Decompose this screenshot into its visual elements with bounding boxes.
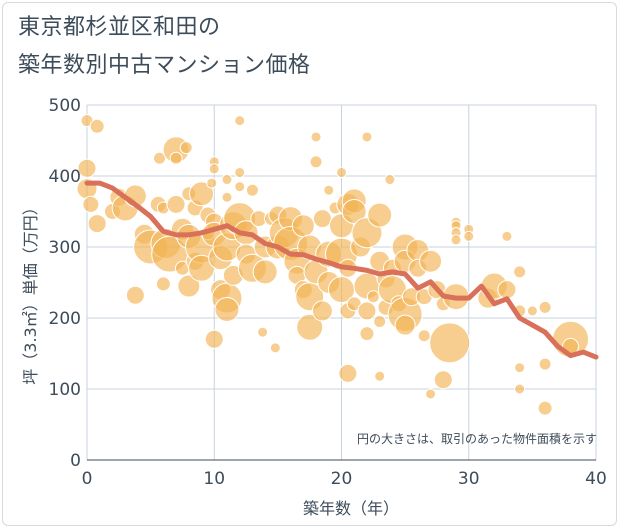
y-tick-label: 400 xyxy=(49,167,81,187)
data-bubble xyxy=(419,249,443,273)
data-bubble xyxy=(450,234,462,246)
data-bubble xyxy=(373,315,387,329)
data-bubble xyxy=(501,230,513,242)
data-bubble xyxy=(394,314,416,336)
data-bubble xyxy=(425,388,437,400)
data-bubble xyxy=(221,191,233,203)
data-bubble xyxy=(367,202,393,228)
data-bubble xyxy=(310,131,322,143)
size-annotation: 円の大きさは、取引のあった物件面積を示す xyxy=(357,431,597,446)
data-bubble xyxy=(252,259,278,285)
data-bubble xyxy=(234,166,246,178)
data-bubble xyxy=(357,301,377,321)
data-bubble xyxy=(177,274,201,298)
data-bubble xyxy=(374,370,386,382)
average-price-line xyxy=(84,180,599,360)
data-bubble xyxy=(155,276,171,292)
data-bubble xyxy=(166,194,186,214)
data-bubble xyxy=(538,300,552,314)
data-bubble xyxy=(336,166,347,178)
data-bubble xyxy=(323,184,335,196)
x-tick-label: 30 xyxy=(458,469,480,489)
data-bubble xyxy=(82,195,100,213)
data-bubble xyxy=(433,370,453,390)
data-bubble xyxy=(257,326,269,338)
y-tick-label: 100 xyxy=(49,380,81,400)
chart-title-line1: 東京都杉並区和田の xyxy=(18,15,221,40)
y-axis-title: 坪（3.3㎡）単価（万円） xyxy=(21,199,40,384)
data-bubble xyxy=(179,141,193,155)
data-bubble xyxy=(169,151,183,165)
data-bubble xyxy=(204,329,224,349)
data-bubble xyxy=(312,209,332,229)
data-bubble xyxy=(429,322,471,364)
data-bubble xyxy=(311,300,333,322)
data-bubble xyxy=(153,151,167,165)
data-bubble xyxy=(538,357,552,371)
data-bubble xyxy=(234,115,246,127)
data-bubble xyxy=(77,158,97,178)
y-tick-label: 500 xyxy=(49,96,81,116)
data-bubble xyxy=(366,290,380,304)
data-bubble xyxy=(384,174,396,186)
data-bubble xyxy=(221,174,233,186)
y-tick-label: 300 xyxy=(49,238,81,258)
data-bubble xyxy=(189,181,215,207)
y-tick-label: 200 xyxy=(49,309,81,329)
data-bubble xyxy=(513,265,527,279)
data-bubble xyxy=(514,383,526,395)
x-axis-title: 築年数（年） xyxy=(303,499,399,518)
data-bubble xyxy=(206,177,218,189)
data-bubble xyxy=(497,280,517,300)
data-bubble xyxy=(89,118,105,134)
data-bubble xyxy=(269,342,281,354)
data-bubble xyxy=(417,329,431,343)
data-bubble xyxy=(338,363,358,383)
data-bubble xyxy=(291,214,315,238)
data-bubble xyxy=(341,199,367,224)
data-bubble xyxy=(245,183,259,197)
data-bubble xyxy=(514,362,526,374)
x-tick-label: 0 xyxy=(82,469,93,489)
data-bubble xyxy=(87,214,107,234)
data-bubble xyxy=(526,305,538,317)
x-tick-label: 20 xyxy=(331,469,353,489)
x-tick-label: 10 xyxy=(203,469,225,489)
data-bubble xyxy=(234,181,246,193)
data-bubble xyxy=(125,285,145,305)
chart-title-line2: 築年数別中古マンション価格 xyxy=(18,53,311,78)
tick-labels: 0 100 200 300 400 500 0 10 20 30 40 xyxy=(49,96,607,489)
data-bubble xyxy=(296,313,324,341)
y-tick-label: 0 xyxy=(70,451,81,471)
data-bubble xyxy=(359,326,375,342)
data-bubble xyxy=(208,163,220,175)
x-tick-label: 40 xyxy=(585,469,607,489)
data-bubble xyxy=(463,230,475,242)
line-layer xyxy=(84,180,599,360)
data-bubble xyxy=(214,296,240,322)
data-bubble xyxy=(361,131,373,143)
data-bubble xyxy=(309,155,323,169)
data-bubble xyxy=(537,400,553,416)
